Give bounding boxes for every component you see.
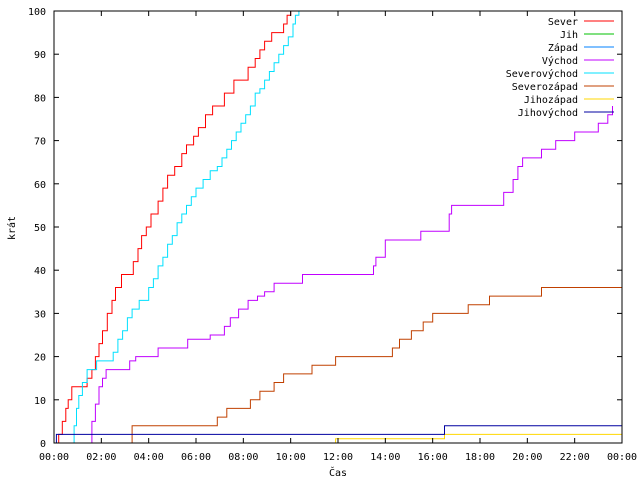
legend-label-vychod: Východ — [542, 55, 578, 67]
y-tick-label: 70 — [34, 137, 46, 148]
legend-label-severovychod: Severovýchod — [506, 68, 578, 80]
x-axis-title: Čas — [329, 466, 347, 479]
x-tick-label: 00:00 — [607, 452, 637, 463]
y-tick-label: 100 — [28, 7, 46, 18]
legend-label-jihovychod: Jihovýchod — [518, 107, 578, 119]
series-line-vychod — [54, 106, 613, 444]
y-tick-label: 10 — [34, 396, 46, 407]
legend-label-jih: Jih — [560, 30, 578, 41]
y-tick-label: 90 — [34, 50, 46, 61]
y-tick-label: 50 — [34, 223, 46, 234]
axes: 0 10 20 30 40 50 60 70 80 90 100 00:00 02:00 04:00 06:… — [28, 7, 637, 463]
y-tick-label: 0 — [40, 439, 46, 450]
y-tick-label: 40 — [34, 266, 46, 277]
x-tick-label: 20:00 — [512, 452, 542, 463]
legend-label-zapad: Západ — [548, 42, 578, 54]
series-line-severozapad — [54, 287, 622, 444]
x-tick-label: 02:00 — [86, 452, 116, 463]
series-line-sever — [54, 11, 292, 444]
x-tick-label: 08:00 — [228, 452, 258, 463]
x-tick-label: 16:00 — [418, 452, 448, 463]
x-tick-label: 22:00 — [560, 452, 590, 463]
series-line-severovychod — [54, 10, 303, 444]
y-tick-label: 60 — [34, 180, 46, 191]
y-tick-label: 80 — [34, 93, 46, 104]
legend-label-jihozapad: Jihozápad — [524, 94, 578, 106]
legend-label-severozapad: Severozápad — [512, 81, 578, 93]
x-tick-label: 18:00 — [465, 452, 495, 463]
x-tick-label: 00:00 — [39, 452, 69, 463]
y-tick-label: 30 — [34, 309, 46, 320]
y-tick-label: 20 — [34, 353, 46, 364]
x-tick-label: 04:00 — [134, 452, 164, 463]
x-tick-label: 06:00 — [181, 452, 211, 463]
legend: Sever JihZápadVýchodSeverovýchodSeverozáp… — [506, 17, 614, 119]
y-axis-title: krát — [6, 216, 18, 240]
x-tick-label: 12:00 — [323, 452, 353, 463]
legend-label-sever: Sever — [548, 17, 578, 28]
x-tick-label: 10:00 — [276, 452, 306, 463]
x-tick-label: 14:00 — [370, 452, 400, 463]
